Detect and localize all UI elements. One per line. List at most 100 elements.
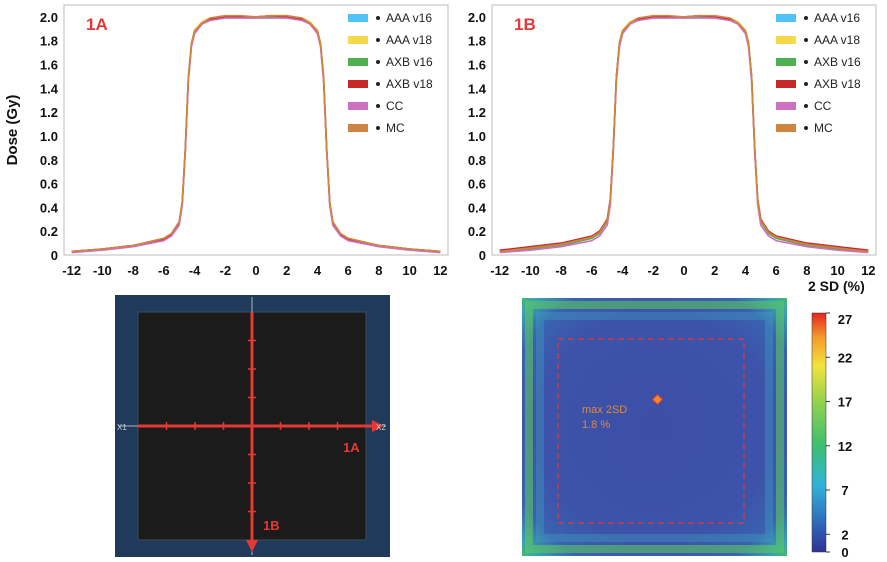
y-tick-label: 2.0 [468,10,486,25]
legend-bullet-icon [376,16,380,20]
heatmap-field [522,298,787,556]
panel-label-1b: 1B [514,15,536,34]
heatmap-edge-band [525,301,784,553]
legend-swatch [348,14,368,22]
legend-label: MC [386,121,405,135]
dose-profile-chart-1a: Dose (Gy) 0 0.2 0.4 0.6 0.8 1.0 1.2 1.4 1.6 1.8 2.… [4,4,449,278]
axis-ticks [165,339,339,513]
panel-label-1a: 1A [86,15,108,34]
legend-bullet-icon [376,38,380,42]
legend-bullet-icon [804,16,808,20]
series-line [71,14,441,253]
x-tick-label: 10 [402,263,416,278]
y-tick-label: 0.8 [40,153,58,168]
legend-bullet-icon [376,126,380,130]
legend-swatch [776,58,796,66]
x-tick-label: 4 [314,263,322,278]
label-1b: 1B [263,518,280,533]
legend-bullet-icon [804,126,808,130]
x-tick-label: -12 [490,263,509,278]
x-tick-label: -10 [93,263,112,278]
legend-label: AXB v16 [386,55,433,69]
y-axis-label: Dose (Gy) [4,95,21,166]
x-tick-labels: -12 -10 -8 -6 -4 -2 0 2 4 6 8 10 12 [62,263,447,278]
legend-swatch [348,102,368,110]
y-tick-label: 1.8 [468,34,486,49]
legend-swatch [776,124,796,132]
y-tick-label: 1.4 [468,81,487,96]
label-1a: 1A [343,440,360,455]
legend-bullet-icon [804,104,808,108]
y-tick-label: 1.2 [40,105,58,120]
legend-swatch [776,36,796,44]
y-tick-label: 1.0 [40,129,58,144]
colorbar-tick-label: 12 [838,439,852,454]
x-tick-label: 0 [252,263,259,278]
legend-swatch [776,102,796,110]
y-tick-label: 1.8 [40,34,58,49]
x-tick-label: 8 [803,263,810,278]
series-lines [71,14,441,254]
series-line [499,17,869,254]
y-tick-label: 1.0 [468,129,486,144]
x-tick-label: 10 [830,263,844,278]
y-tick-label: 1.6 [468,58,486,73]
series-line [71,17,441,254]
legend: AAA v16 AAA v18 AXB v16 AXB v18 CC MC [776,11,861,135]
plot-frame [491,4,877,256]
legend-label: AXB v16 [814,55,861,69]
y-tick-label: 0.8 [468,153,486,168]
colorbar-tick-label: 27 [838,312,852,327]
x-tick-label: 2 [711,263,718,278]
x-tick-label: -4 [189,263,201,278]
legend-label: AAA v18 [386,33,432,47]
legend-bullet-icon [804,60,808,64]
dose-profile-chart-1b: 0 0.2 0.4 0.6 0.8 1.0 1.2 1.4 1.6 1.8 2.0 -12 -10 -8… [468,4,877,278]
legend-label: AAA v18 [814,33,860,47]
x-tick-label: 6 [345,263,352,278]
legend-bullet-icon [804,82,808,86]
colorbar-tick-label: 2 [841,527,848,542]
colorbar-tick-label: 7 [841,483,848,498]
y-tick-label: 0 [51,248,58,263]
y-tick-label: 0.4 [40,200,59,215]
heatmap-inner-glow [536,312,773,542]
y-tick-label: 1.4 [40,81,59,96]
x-tick-label: -2 [647,263,659,278]
y-tick-label: 0.6 [40,177,58,192]
colorbar [811,312,827,553]
y-tick-label: 0.2 [40,224,58,239]
legend-label: CC [386,99,404,113]
legend-bullet-icon [376,60,380,64]
x-tick-label: -2 [219,263,231,278]
roi-dashed-box [557,338,745,524]
legend-swatch [776,14,796,22]
max-2sd-value: 1.8 % [582,419,610,431]
y-tick-labels: 0 0.2 0.4 0.6 0.8 1.0 1.2 1.4 1.6 1.8 2.0 [468,10,487,263]
colorbar-tick-label: 0 [841,545,848,560]
legend-bullet-icon [376,104,380,108]
x-tick-label: -6 [158,263,170,278]
x-tick-label: 4 [742,263,750,278]
x-tick-label: 6 [773,263,780,278]
x-tick-label: -12 [62,263,81,278]
x-tick-label: 0 [680,263,687,278]
legend-swatch [348,124,368,132]
x-tick-label: -4 [617,263,629,278]
y-tick-label: 1.2 [468,105,486,120]
legend-label: AAA v16 [386,11,432,25]
y-tick-label: 2.0 [40,10,58,25]
y-tick-label: 0.6 [468,177,486,192]
y-tick-label: 0.2 [468,224,486,239]
legend-swatch [348,80,368,88]
legend-label: MC [814,121,833,135]
legend-swatch [348,36,368,44]
colorbar-title: 2 SD (%) [808,278,865,294]
legend-label: AXB v18 [814,77,861,91]
legend-bullet-icon [804,38,808,42]
series-line [499,14,869,253]
y-tick-label: 1.6 [40,58,58,73]
